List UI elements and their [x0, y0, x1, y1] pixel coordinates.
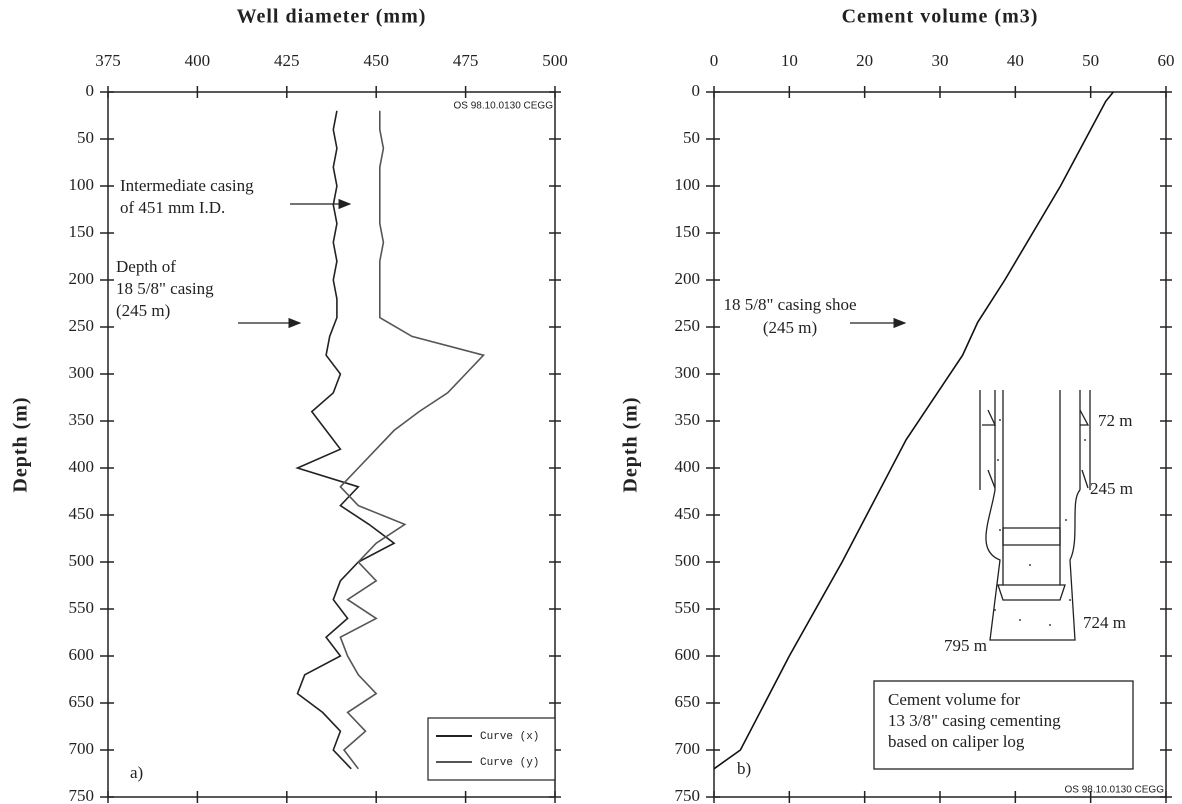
- annotation: a): [130, 763, 143, 782]
- y-tick-label: 400: [69, 457, 95, 476]
- y-tick-label: 750: [675, 786, 701, 804]
- annotation: 18 5/8" casing shoe: [723, 295, 856, 314]
- y-tick-label: 550: [675, 598, 701, 617]
- diagram-label: 795 m: [944, 636, 987, 655]
- y-tick-label: 650: [69, 692, 95, 711]
- y-tick-label: 350: [675, 410, 701, 429]
- legend-label: Curve (y): [480, 757, 539, 769]
- diagram-label: 245 m: [1090, 479, 1133, 498]
- well-diagram: [979, 390, 1091, 641]
- diagram-label: 72 m: [1098, 411, 1132, 430]
- y-tick-label: 250: [69, 316, 95, 335]
- annotation: of 451 mm I.D.: [120, 198, 225, 217]
- x-tick-label: 375: [95, 51, 121, 70]
- y-tick-label: 650: [675, 692, 701, 711]
- annotation: (245 m): [116, 301, 170, 320]
- y-tick-label: 150: [69, 222, 95, 241]
- y-axis-title: Depth (m): [10, 396, 32, 492]
- x-tick-label: 30: [932, 51, 949, 70]
- y-tick-label: 150: [675, 222, 701, 241]
- data-line: [713, 91, 1114, 770]
- y-tick-label: 750: [69, 786, 95, 804]
- x-tick-label: 450: [363, 51, 389, 70]
- y-tick-label: 450: [675, 504, 701, 523]
- annotation: Cement volume for: [888, 690, 1021, 709]
- y-tick-label: 500: [69, 551, 95, 570]
- x-tick-label: 0: [710, 51, 719, 70]
- plot-frame: [107, 91, 556, 798]
- y-tick-label: 600: [675, 645, 701, 664]
- annotation-box: [873, 680, 1134, 770]
- y-tick-label: 600: [69, 645, 95, 664]
- x-axis-title: Cement volume (m3): [842, 6, 1039, 28]
- y-tick-label: 450: [69, 504, 95, 523]
- x-tick-label: 400: [185, 51, 211, 70]
- y-tick-label: 700: [69, 739, 95, 758]
- x-tick-label: 425: [274, 51, 300, 70]
- y-tick-label: 550: [69, 598, 95, 617]
- legend-label: Curve (x): [480, 731, 539, 743]
- annotation: based on caliper log: [888, 732, 1025, 751]
- y-tick-label: 0: [692, 81, 701, 100]
- data-line: [295, 110, 396, 770]
- y-tick-label: 300: [69, 363, 95, 382]
- x-tick-label: 40: [1007, 51, 1024, 70]
- x-tick-label: 10: [781, 51, 798, 70]
- annotation: Intermediate casing: [120, 176, 254, 195]
- data-line: [339, 110, 486, 770]
- annotation: Depth of: [116, 257, 176, 276]
- annotation: OS 98.10.0130 CEGG: [1064, 785, 1164, 796]
- y-tick-label: 350: [69, 410, 95, 429]
- y-tick-label: 50: [77, 128, 94, 147]
- y-tick-label: 400: [675, 457, 701, 476]
- y-tick-label: 300: [675, 363, 701, 382]
- y-tick-label: 50: [683, 128, 700, 147]
- y-tick-label: 200: [69, 269, 95, 288]
- diagram-label: 724 m: [1083, 613, 1126, 632]
- x-tick-label: 60: [1158, 51, 1175, 70]
- annotation: 13 3/8" casing cementing: [888, 711, 1061, 730]
- y-tick-label: 700: [675, 739, 701, 758]
- x-axis-title: Well diameter (mm): [237, 6, 427, 28]
- y-axis-title: Depth (m): [620, 396, 642, 492]
- annotation: 18 5/8" casing: [116, 279, 214, 298]
- diagram-cement-dots: [994, 419, 1086, 626]
- annotation: (245 m): [763, 318, 817, 337]
- x-tick-label: 50: [1082, 51, 1099, 70]
- legend-box: [427, 717, 556, 781]
- y-tick-label: 200: [675, 269, 701, 288]
- y-tick-label: 0: [86, 81, 95, 100]
- x-tick-label: 500: [542, 51, 568, 70]
- annotation: OS 98.10.0130 CEGG: [453, 101, 553, 112]
- x-tick-label: 475: [453, 51, 479, 70]
- y-tick-label: 500: [675, 551, 701, 570]
- y-tick-label: 250: [675, 316, 701, 335]
- x-tick-label: 20: [856, 51, 873, 70]
- annotation: b): [737, 759, 751, 778]
- y-tick-label: 100: [69, 175, 95, 194]
- y-tick-label: 100: [675, 175, 701, 194]
